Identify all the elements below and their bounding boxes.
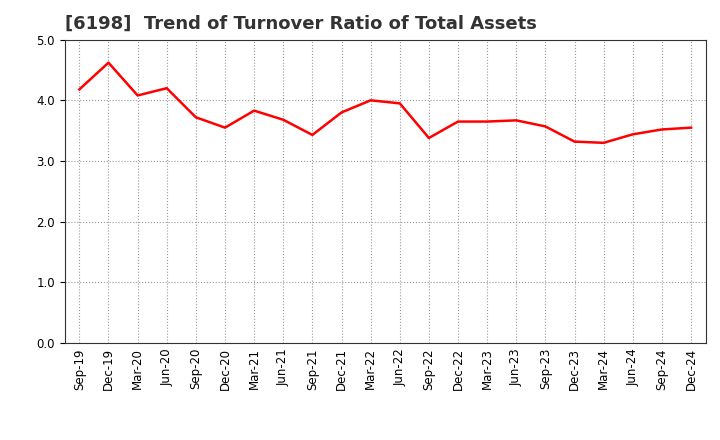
Text: [6198]  Trend of Turnover Ratio of Total Assets: [6198] Trend of Turnover Ratio of Total … <box>65 15 536 33</box>
